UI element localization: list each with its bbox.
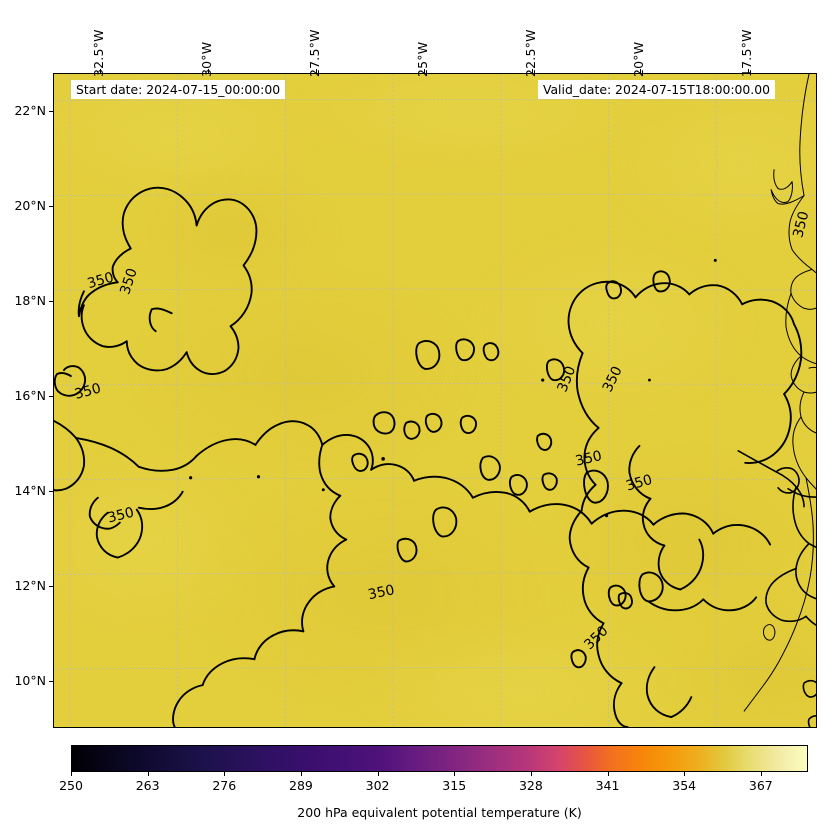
- colorbar-gradient: [71, 745, 808, 772]
- x-tick-mark: [316, 69, 318, 73]
- x-tick-label: 25°W: [415, 41, 431, 77]
- x-tick-label: 30°W: [199, 41, 215, 77]
- colorbar[interactable]: 250 263 276 289 302 315 328 341 354 367 200 hPa e…: [59, 745, 808, 820]
- valid-date-annotation: Valid_date: 2024-07-15T18:00:00.00: [537, 80, 775, 99]
- colorbar-tick-mark: [454, 772, 456, 776]
- colorbar-tick-label: 341: [595, 778, 620, 793]
- x-tick-label: 22.5°W: [523, 29, 539, 77]
- valid-date-text: Valid_date: 2024-07-15T18:00:00.00: [542, 82, 770, 97]
- colorbar-tick-mark: [760, 772, 762, 776]
- y-tick-mark: [49, 300, 53, 302]
- map-plot-area[interactable]: 350 350 350 350 350 350 350 350 350 350 …: [53, 73, 817, 728]
- y-tick-mark: [49, 395, 53, 397]
- y-tick-mark: [49, 680, 53, 682]
- colorbar-title: 200 hPa equivalent potential temperature…: [297, 805, 582, 820]
- colorbar-tick-label: 354: [672, 778, 697, 793]
- colorbar-tick-mark: [224, 772, 226, 776]
- contour-label-350: 350: [106, 505, 136, 527]
- colorbar-tick-label: 289: [289, 778, 313, 793]
- y-tick-label: 12°N: [14, 577, 46, 593]
- x-tick-mark: [640, 69, 642, 73]
- x-tick-mark: [208, 69, 210, 73]
- coastline-detail: [737, 450, 816, 727]
- x-tick-mark: [424, 69, 426, 73]
- contour-label-350: 350: [624, 472, 654, 495]
- contour-label-350: 350: [117, 266, 140, 296]
- contour-label-350: 350: [86, 269, 116, 292]
- start-date-text: Start date: 2024-07-15_00:00:00: [76, 82, 281, 97]
- map-gridlines: [54, 74, 816, 727]
- colorbar-tick-mark: [530, 772, 532, 776]
- x-tick-mark: [747, 69, 749, 73]
- map-svg: 350 350 350 350 350 350 350 350 350 350 …: [54, 74, 816, 727]
- colorbar-tick-mark: [607, 772, 609, 776]
- contour-label-350: 350: [574, 448, 604, 470]
- y-tick-label: 14°N: [14, 482, 46, 498]
- colorbar-tick-mark: [71, 772, 72, 776]
- field-shading: [54, 74, 816, 727]
- colorbar-tick-mark: [377, 772, 379, 776]
- y-tick-mark: [49, 490, 53, 492]
- x-tick-mark: [532, 69, 534, 73]
- x-tick-label: 27.5°W: [307, 29, 323, 77]
- x-tick-mark: [100, 69, 102, 73]
- colorbar-tick-label: 250: [59, 778, 83, 793]
- colorbar-tick-mark: [147, 772, 149, 776]
- colorbar-tick-mark: [300, 772, 302, 776]
- colorbar-tick-label: 276: [212, 778, 237, 793]
- y-tick-label: 18°N: [14, 292, 46, 308]
- y-tick-mark: [49, 110, 53, 112]
- colorbar-tick-label: 302: [365, 778, 390, 793]
- start-date-annotation: Start date: 2024-07-15_00:00:00: [71, 80, 286, 99]
- y-tick-label: 22°N: [14, 102, 46, 118]
- contour-350: [54, 186, 803, 727]
- y-tick-mark: [49, 585, 53, 587]
- field-point-markers: [189, 258, 717, 518]
- colorbar-tick-mark: [684, 772, 686, 776]
- colorbar-tick-label: 328: [518, 778, 543, 793]
- colorbar-tick-label: 263: [135, 778, 160, 793]
- y-tick-label: 10°N: [14, 672, 46, 688]
- x-tick-label: 20°W: [631, 41, 647, 77]
- map-content: 350 350 350 350 350 350 350 350 350 350 …: [54, 74, 816, 727]
- contour-label-350: 350: [790, 210, 812, 240]
- y-tick-mark: [49, 205, 53, 207]
- y-tick-label: 20°N: [14, 197, 46, 213]
- x-tick-label: 17.5°W: [738, 29, 754, 77]
- contour-label-350: 350: [73, 381, 103, 403]
- colorbar-tick-label: 315: [442, 778, 467, 793]
- y-tick-label: 16°N: [14, 387, 46, 403]
- contour-label-350: 350: [367, 582, 396, 603]
- x-tick-label: 32.5°W: [91, 29, 107, 77]
- colorbar-tick-label: 367: [748, 778, 773, 793]
